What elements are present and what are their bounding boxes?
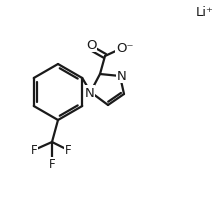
Text: F: F	[65, 144, 71, 157]
Text: F: F	[31, 144, 37, 157]
Text: N: N	[117, 70, 126, 83]
Text: F: F	[49, 158, 55, 171]
Text: N: N	[85, 86, 94, 100]
Text: Li⁺: Li⁺	[196, 7, 214, 19]
Text: O: O	[86, 39, 96, 52]
Text: O⁻: O⁻	[116, 42, 134, 55]
